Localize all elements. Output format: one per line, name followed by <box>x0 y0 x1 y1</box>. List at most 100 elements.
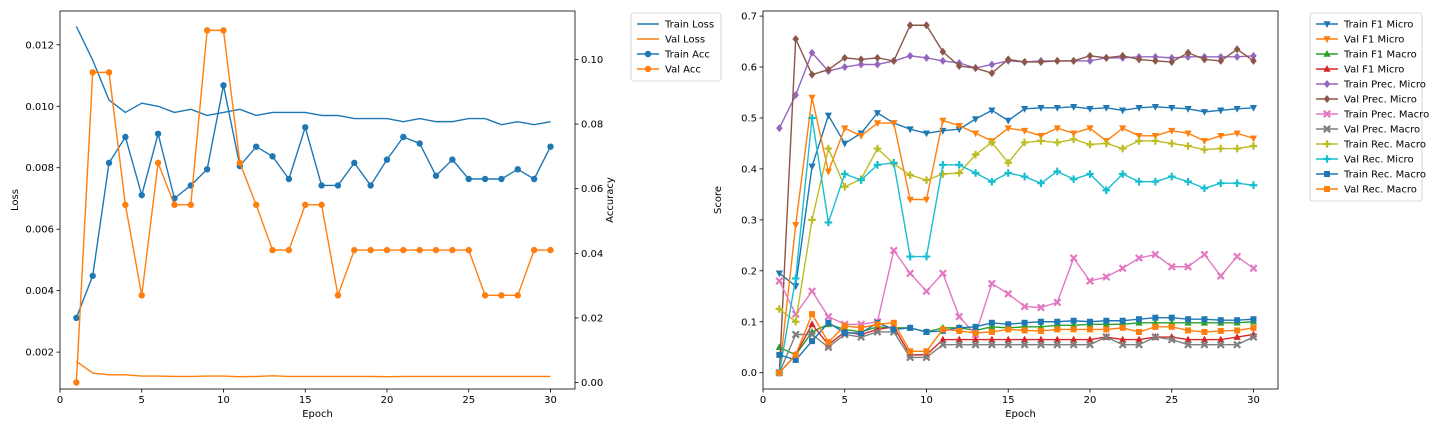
data-point <box>138 292 145 299</box>
data-point <box>1200 250 1209 259</box>
data-point <box>1037 327 1044 334</box>
data-point <box>1233 45 1241 54</box>
data-point <box>841 53 849 62</box>
data-point <box>383 246 391 254</box>
data-point <box>334 182 342 189</box>
data-point <box>269 153 276 160</box>
data-point <box>1250 51 1257 60</box>
series-train-prec-macro <box>775 246 1258 339</box>
data-point <box>1103 326 1110 333</box>
data-point <box>1200 184 1209 193</box>
data-point <box>906 353 915 362</box>
data-point <box>1021 319 1028 326</box>
data-point <box>1184 48 1192 57</box>
data-point <box>1053 340 1062 349</box>
x-tick-label: 10 <box>920 395 933 406</box>
data-point <box>351 246 358 254</box>
series-train-acc <box>73 82 554 322</box>
data-point <box>988 335 996 343</box>
x-tick-label: 5 <box>139 395 145 406</box>
data-point <box>1037 318 1044 325</box>
data-point <box>1216 179 1225 187</box>
data-point <box>906 269 915 278</box>
x-tick-label: 0 <box>760 395 766 406</box>
y-right-tick-label: 0.06 <box>581 184 603 195</box>
data-point <box>1037 57 1045 66</box>
data-point <box>1184 52 1192 61</box>
data-point <box>1054 326 1061 333</box>
data-point <box>1118 264 1127 273</box>
legend-label: Train F1 Micro <box>1343 20 1413 31</box>
data-point <box>1053 56 1061 65</box>
data-point <box>236 159 244 167</box>
data-point <box>939 161 947 169</box>
y-tick-label: 0.4 <box>741 164 757 175</box>
data-point <box>1037 179 1045 187</box>
data-point <box>1004 335 1012 343</box>
data-point <box>1021 57 1028 66</box>
data-point <box>956 324 963 331</box>
data-point <box>1119 317 1126 324</box>
data-point <box>383 156 391 163</box>
data-point <box>906 21 914 30</box>
data-point <box>987 279 996 288</box>
legend-entry: Val Loss <box>637 35 705 46</box>
data-point <box>1036 340 1045 349</box>
data-point <box>547 246 554 254</box>
legend-entry: Val F1 Micro <box>1316 35 1404 46</box>
data-point <box>1118 340 1127 349</box>
data-point <box>792 356 799 363</box>
data-point <box>1086 326 1093 333</box>
data-point <box>874 321 881 328</box>
data-point <box>1004 117 1012 125</box>
y-tick-label: 0.004 <box>25 286 54 297</box>
legend-label: Val F1 Micro <box>1344 65 1404 76</box>
data-point <box>889 159 898 167</box>
data-point <box>792 222 800 229</box>
y-tick-label: 0.3 <box>741 215 757 226</box>
x-tick-label: 30 <box>544 395 557 406</box>
data-point <box>1234 327 1241 334</box>
y-right-tick-label: 0.08 <box>581 120 603 131</box>
legend-marker <box>1324 186 1330 192</box>
data-point <box>988 322 996 330</box>
data-point <box>1020 335 1029 343</box>
data-point <box>776 351 783 358</box>
data-point <box>792 351 799 358</box>
data-point <box>1070 56 1077 65</box>
data-point <box>154 130 162 137</box>
data-point <box>1020 106 1029 113</box>
data-point <box>923 21 930 30</box>
legend-label: Train Rec. Macro <box>1343 140 1426 151</box>
data-point <box>1217 317 1224 324</box>
data-point <box>1020 127 1029 135</box>
data-point <box>138 191 145 199</box>
legend-marker <box>1323 65 1331 72</box>
y-tick-label: 0.7 <box>741 12 757 23</box>
data-point <box>1053 125 1061 133</box>
data-point <box>1102 139 1111 148</box>
data-point <box>874 53 881 62</box>
y-tick-label: 0.0 <box>741 368 757 379</box>
y-tick-label: 0.008 <box>25 163 54 174</box>
data-point <box>825 339 832 346</box>
data-point <box>367 182 374 189</box>
legend-box <box>1309 12 1423 202</box>
data-point <box>220 82 227 89</box>
data-point <box>1020 340 1029 349</box>
data-point <box>154 159 162 167</box>
data-point <box>1168 57 1176 66</box>
data-point <box>252 201 260 209</box>
data-point <box>971 116 980 123</box>
data-point <box>808 70 816 79</box>
data-point <box>857 176 865 184</box>
data-point <box>841 322 848 329</box>
data-point <box>858 324 865 331</box>
data-point <box>808 94 816 102</box>
legend-marker <box>1323 21 1331 28</box>
data-point <box>1185 327 1192 334</box>
y-tick-label: 0.6 <box>741 63 757 74</box>
data-point <box>1004 159 1013 167</box>
legend-marker <box>1323 80 1331 88</box>
